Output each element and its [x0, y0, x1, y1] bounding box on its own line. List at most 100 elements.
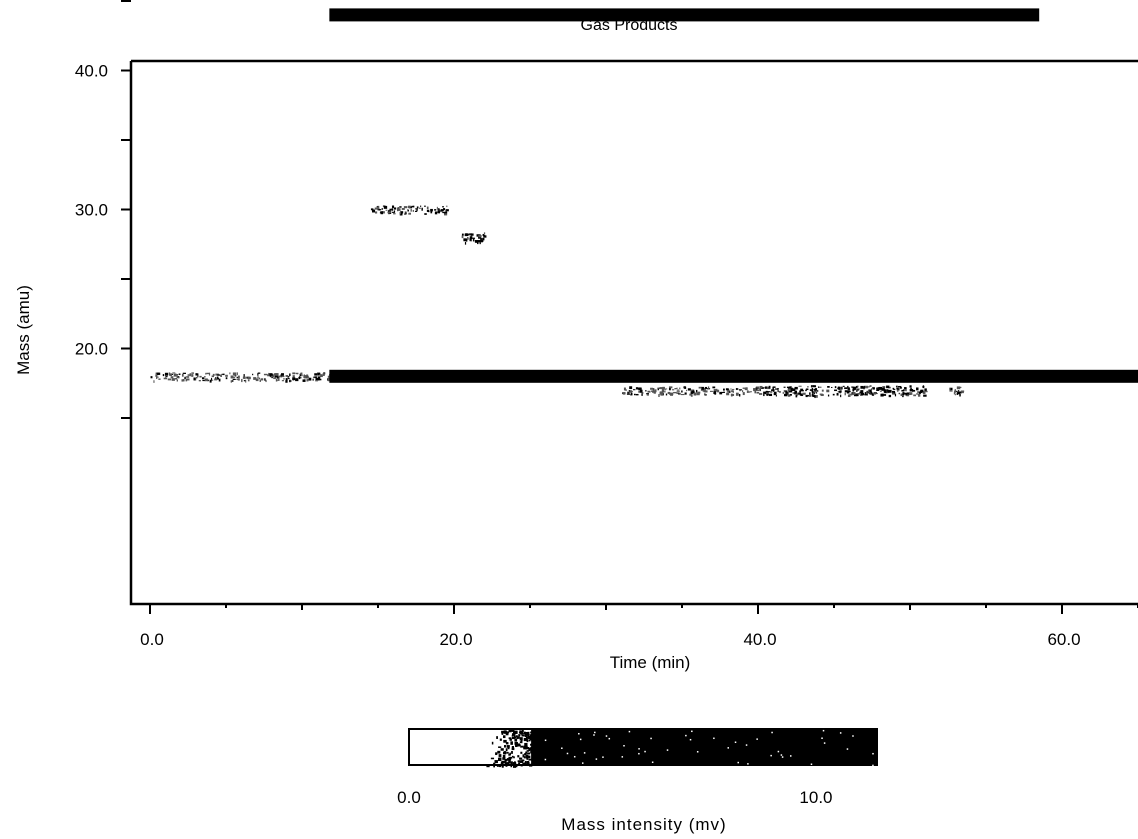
colorbar-dark-speckle	[810, 763, 813, 765]
mass-17-speckle	[954, 390, 957, 393]
mass-18-speckle	[295, 378, 299, 382]
mass-17-speckle	[684, 392, 687, 395]
mass-17-speckle	[863, 386, 865, 390]
mass-28-speckle	[479, 242, 481, 245]
colorbar-dark-speckle	[544, 758, 547, 761]
mass-18-speckle	[277, 377, 280, 380]
mass-17-speckle	[678, 392, 681, 395]
mass-30-speckle	[437, 211, 439, 214]
mass-18-speckle	[175, 373, 179, 376]
mass-17-speckle	[763, 393, 765, 397]
mass-30-speckle	[399, 211, 401, 215]
mass-18-speckle	[263, 373, 268, 376]
colorbar-ramp-speckle	[499, 757, 502, 761]
mass-17-speckle	[857, 389, 860, 391]
mass-17-speckle	[849, 393, 851, 396]
data-layer	[150, 8, 1138, 399]
mass-28-speckle	[477, 240, 481, 243]
colorbar-ramp-speckle	[509, 738, 512, 741]
mass-18-speckle	[264, 378, 266, 381]
mass-17-speckle	[731, 388, 735, 390]
colorbar-ramp-speckle	[518, 762, 521, 765]
mass-17-speckle	[777, 388, 779, 390]
mass-17-speckle	[789, 387, 793, 390]
colorbar-ramp-speckle	[523, 732, 527, 735]
mass-28-speckle	[474, 240, 479, 243]
mass-18-speckle	[162, 374, 165, 377]
mass-17-speckle	[732, 390, 734, 393]
colorbar-ramp-speckle	[505, 742, 509, 745]
mass-17-speckle	[709, 390, 713, 392]
mass-18-speckle	[252, 373, 254, 376]
mass-30-speckle	[438, 210, 440, 214]
mass-18-speckle	[292, 377, 296, 381]
mass-17-speckle	[783, 390, 788, 392]
mass-30-speckle	[380, 211, 384, 215]
mass-17-speckle	[697, 391, 701, 394]
mass-17-speckle	[766, 393, 769, 396]
mass-17-speckle	[960, 392, 962, 394]
mass-17-speckle	[901, 389, 905, 392]
mass-17-speckle	[807, 386, 809, 388]
colorbar-ramp-speckle	[508, 760, 511, 764]
mass-17-speckle	[961, 391, 964, 394]
colorbar-ramp-speckle	[500, 748, 504, 751]
mass-18-speckle	[215, 373, 219, 376]
mass-30-speckle	[444, 210, 447, 212]
mass-18-speckle	[203, 376, 206, 378]
mass-18-speckle	[236, 372, 238, 376]
mass-18-speckle	[178, 373, 181, 375]
mass-17-speckle	[847, 394, 851, 397]
mass-17-speckle	[811, 387, 814, 391]
mass-18-speckle	[306, 374, 309, 377]
colorbar-ramp-speckle	[510, 756, 513, 759]
mass-17-speckle	[855, 385, 858, 388]
mass-18-speckle	[236, 377, 238, 379]
mass-17-speckle	[654, 389, 657, 393]
mass-18-speckle	[245, 379, 247, 383]
mass-17-speckle	[658, 394, 660, 397]
mass-17-speckle	[746, 391, 751, 393]
mass-17-speckle	[753, 388, 757, 392]
mass-18-speckle	[273, 377, 276, 380]
mass-17-speckle	[635, 393, 639, 396]
mass-17-speckle	[870, 393, 872, 395]
mass-17-speckle	[777, 389, 779, 393]
mass-18-speckle	[217, 374, 221, 376]
mass-18-speckle	[174, 373, 177, 376]
mass-28-speckle	[467, 238, 469, 240]
mass-17-speckle	[840, 388, 842, 391]
colorbar-ramp-speckle	[496, 736, 498, 739]
mass-17-speckle	[775, 388, 779, 390]
colorbar-ramp-speckle	[498, 754, 502, 757]
mass-18-speckle	[258, 377, 261, 380]
plot-area: 20.030.040.050.0 0.020.040.060.0	[75, 0, 1138, 649]
colorbar-dark-speckle	[823, 742, 826, 744]
mass-17-speckle	[811, 390, 814, 393]
colorbar-dark-speckle	[644, 750, 646, 753]
colorbar-dark-speckle	[771, 731, 773, 734]
mass-18-speckle	[308, 377, 312, 381]
mass-17-speckle	[742, 390, 744, 393]
mass-17-speckle	[788, 388, 791, 392]
mass-17-speckle	[633, 393, 636, 396]
mass-17-speckle	[891, 390, 896, 394]
mass-17-speckle	[704, 393, 706, 395]
mass-17-speckle	[778, 391, 781, 393]
mass-18-speckle	[196, 377, 198, 379]
mass-18-speckle	[191, 374, 194, 376]
mass-18-speckle	[189, 373, 192, 377]
mass-17-speckle	[745, 387, 748, 389]
mass-30-speckle	[377, 207, 380, 211]
mass-18-speckle	[225, 374, 228, 377]
mass-17-speckle	[775, 394, 777, 397]
mass-17-speckle	[723, 391, 726, 393]
mass-18-speckle	[185, 378, 188, 382]
mass-28-speckle	[470, 234, 473, 238]
mass-17-speckle	[760, 387, 763, 389]
mass-30-speckle	[434, 209, 437, 211]
mass-30-speckle	[393, 207, 397, 210]
y-tick-label: 40.0	[75, 62, 108, 81]
mass-17-speckle	[869, 385, 872, 387]
mass-17-speckle	[959, 393, 961, 397]
